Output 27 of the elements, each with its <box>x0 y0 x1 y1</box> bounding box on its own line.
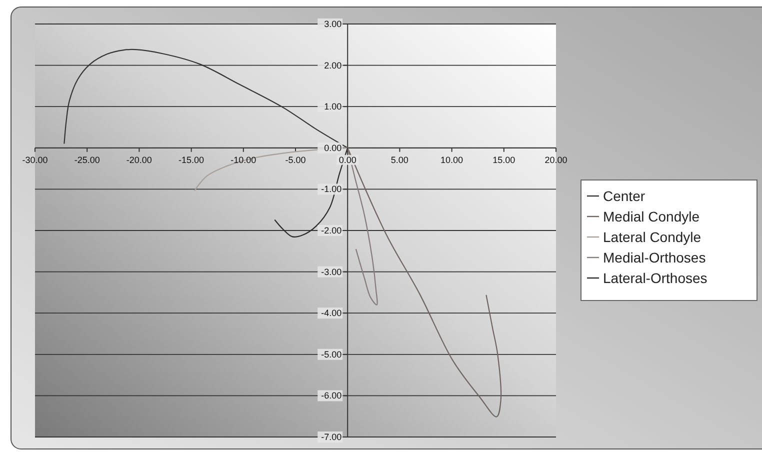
y-tick-label: -5.00 <box>321 349 342 360</box>
x-tick-label: 0.00 <box>338 154 356 165</box>
legend-label: Medial-Orthoses <box>603 250 706 266</box>
x-tick-label: 5.00 <box>390 154 408 165</box>
x-tick-label: 15.00 <box>492 154 516 165</box>
x-tick-label: -25.00 <box>74 154 100 165</box>
y-tick-label: -2.00 <box>321 226 342 236</box>
x-tick-label: -30.00 <box>22 154 48 165</box>
y-tick-label: 2.00 <box>324 60 342 70</box>
legend-label: Center <box>603 188 646 204</box>
y-tick-label: 1.00 <box>324 102 342 112</box>
y-tick-label: -4.00 <box>321 308 342 318</box>
y-tick-label: -3.00 <box>321 266 342 277</box>
y-tick-label: -1.00 <box>321 184 342 194</box>
y-tick-label: -7.00 <box>321 432 342 442</box>
legend-label: Medial Condyle <box>603 208 700 224</box>
y-tick-label: 0.00 <box>324 142 342 153</box>
x-tick-label: -5.00 <box>285 154 306 165</box>
x-tick-label: -10.00 <box>230 154 256 165</box>
legend-label: Lateral-Orthoses <box>603 270 708 286</box>
x-tick-label: -15.00 <box>178 154 204 165</box>
x-tick-label: 20.00 <box>544 154 568 165</box>
y-tick-label: -6.00 <box>321 390 342 401</box>
y-tick-label: 3.00 <box>324 19 342 29</box>
x-tick-label: 10.00 <box>440 154 464 165</box>
legend-label: Lateral Condyle <box>603 229 702 245</box>
x-tick-label: -20.00 <box>126 154 152 165</box>
